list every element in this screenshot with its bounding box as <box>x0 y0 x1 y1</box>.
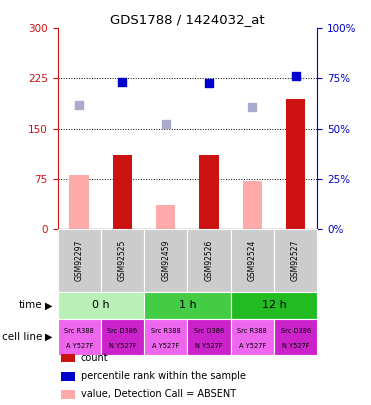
Text: GSM92297: GSM92297 <box>75 239 83 281</box>
Text: value, Detection Call = ABSENT: value, Detection Call = ABSENT <box>81 390 236 399</box>
Text: A Y527F: A Y527F <box>152 343 179 349</box>
Text: time: time <box>19 301 43 310</box>
Text: ▶: ▶ <box>45 301 52 310</box>
Point <box>163 121 169 127</box>
Text: N Y527F: N Y527F <box>282 343 309 349</box>
Text: GSM92524: GSM92524 <box>248 239 257 281</box>
Text: 1 h: 1 h <box>178 301 196 310</box>
Text: Src R388: Src R388 <box>237 328 267 334</box>
Text: GSM92525: GSM92525 <box>118 239 127 281</box>
Bar <box>113 155 132 229</box>
Text: count: count <box>81 353 108 363</box>
Text: GSM92459: GSM92459 <box>161 239 170 281</box>
Bar <box>286 98 305 229</box>
Text: GSM92526: GSM92526 <box>204 239 213 281</box>
Point <box>249 103 255 110</box>
Title: GDS1788 / 1424032_at: GDS1788 / 1424032_at <box>110 13 265 26</box>
Text: A Y527F: A Y527F <box>66 343 93 349</box>
Text: Src D386: Src D386 <box>107 328 138 334</box>
Text: cell line: cell line <box>2 332 43 342</box>
Text: A Y527F: A Y527F <box>239 343 266 349</box>
Text: N Y527F: N Y527F <box>109 343 136 349</box>
Text: Src D386: Src D386 <box>194 328 224 334</box>
Point <box>206 80 212 86</box>
Point <box>76 102 82 109</box>
Bar <box>243 181 262 229</box>
Bar <box>156 205 175 229</box>
Text: Src R388: Src R388 <box>151 328 181 334</box>
Text: GSM92527: GSM92527 <box>291 239 300 281</box>
Text: ▶: ▶ <box>45 332 52 342</box>
Bar <box>199 155 219 229</box>
Text: 0 h: 0 h <box>92 301 109 310</box>
Point <box>293 73 299 80</box>
Text: Src R388: Src R388 <box>64 328 94 334</box>
Point <box>119 79 125 85</box>
Text: N Y527F: N Y527F <box>195 343 223 349</box>
Text: Src D386: Src D386 <box>280 328 311 334</box>
Bar <box>69 175 89 229</box>
Text: percentile rank within the sample: percentile rank within the sample <box>81 371 246 381</box>
Text: 12 h: 12 h <box>262 301 286 310</box>
